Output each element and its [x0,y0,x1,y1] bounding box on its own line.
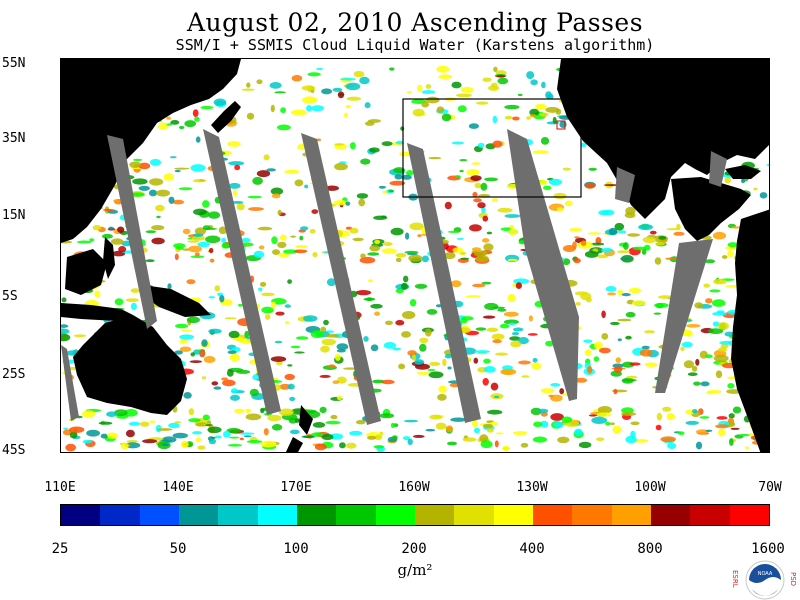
land-central-america [671,177,751,241]
gap-stripe [301,133,381,425]
land-new-guinea [143,285,211,317]
gap-stripe [203,129,281,415]
lon-label: 70W [758,480,782,495]
map-subtitle: SSM/I + SSMIS Cloud Liquid Water (Karste… [175,36,655,54]
logo-left-letters: ESRL [731,570,739,588]
lat-label: 45S [2,443,26,458]
gap-stripe [61,345,79,421]
colorbar-tick-label: 200 [401,541,427,557]
region-box-small [556,120,566,130]
colorbar-swatch [336,505,376,525]
land-philippines [103,237,115,279]
colorbar-swatch [729,505,769,525]
colorbar-swatch [454,505,494,525]
map-canvas [61,59,769,452]
lat-label: 25S [2,367,26,382]
gap-stripe [407,143,481,423]
colorbar-swatch [296,505,337,525]
gap-stripe [107,135,157,329]
colorbar-tick-label: 25 [51,541,69,557]
land-asia [61,59,241,243]
lat-label: 5S [2,289,18,304]
colorbar-swatch [690,505,730,525]
colorbar-swatch [375,505,415,525]
colorbar-swatch [178,505,219,525]
land-australia [73,315,187,415]
colorbar-swatch [414,505,455,525]
colorbar-tick-label: 1600 [751,541,785,557]
land-indonesia [61,303,133,321]
colorbar-tick-label: 800 [637,541,663,557]
lat-label: 35N [2,131,26,146]
land-borneo [65,249,107,295]
colorbar-swatch [61,505,101,525]
colorbar-swatch [100,505,140,525]
lon-label: 160W [398,480,430,495]
colorbar-tick-label: 50 [169,541,187,557]
land-north-america [557,59,769,219]
lon-label: 100W [634,480,666,495]
gap-stripe [709,151,727,187]
logo-right-letters: PSD [789,572,797,586]
colorbar-swatch [257,505,297,525]
cloud-liquid-water-map [60,58,770,453]
map-title: August 02, 2010 Ascending Passes [186,8,644,37]
land-new-zealand [299,405,313,435]
noaa-esrl-psd-logo: NOAA ESRL PSD [731,560,797,600]
land-japan [211,101,241,133]
land-new-zealand-south [285,437,303,452]
colorbar-swatch [532,505,573,525]
colorbar-swatch [139,505,179,525]
colorbar-swatch [650,505,691,525]
colorbar-swatch [611,505,651,525]
land-caribbean [725,165,761,179]
colorbar-tick-label: 100 [283,541,309,557]
lon-label: 140E [162,480,194,495]
color-scale-bar [60,504,770,526]
colorbar-tick-label: 400 [519,541,545,557]
lat-label: 55N [2,56,26,71]
units-label: g/m² [397,561,433,579]
colorbar-swatch [572,505,612,525]
lon-label: 110E [44,480,76,495]
lon-label: 130W [516,480,548,495]
lat-label: 15N [2,208,26,223]
gap-stripe [615,167,635,203]
logo-center-text: NOAA [758,571,773,577]
land-south-america [731,209,769,452]
gap-stripe [655,239,713,393]
lon-label: 170E [280,480,312,495]
region-box [402,98,582,198]
colorbar-swatch [493,505,533,525]
colorbar-swatch [218,505,258,525]
